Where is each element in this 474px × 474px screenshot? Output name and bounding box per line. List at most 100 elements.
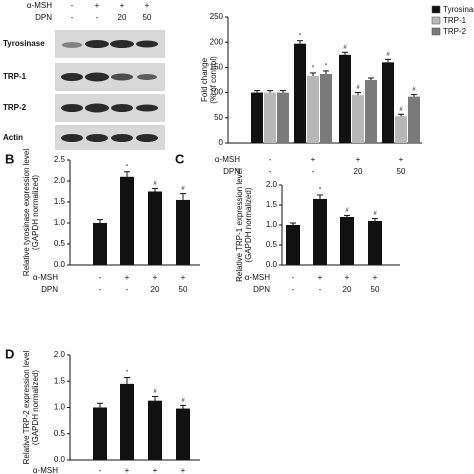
significance-marker: #: [412, 87, 416, 93]
x-row-label: 50: [397, 167, 406, 176]
x-row-label: +: [181, 273, 186, 282]
significance-marker: #: [373, 211, 377, 217]
significance-marker: #: [356, 85, 360, 91]
bar: [320, 73, 332, 143]
bands: [61, 40, 158, 142]
x-row-label: -: [292, 273, 295, 282]
y-tick-label: 2.0: [54, 176, 66, 185]
x-row-label: +: [125, 466, 130, 474]
x-row-label: +: [153, 466, 158, 474]
y-axis-label: Relative tyrosinase expression level: [22, 149, 31, 276]
legend-swatch: [431, 16, 441, 25]
panel-letter: D: [5, 346, 14, 361]
y-axis-label: Relative TRP-2 expression level: [22, 350, 31, 464]
bar: [120, 383, 134, 460]
blot-row-label: TRP-1: [3, 72, 27, 81]
bar: [340, 217, 354, 265]
significance-marker: #: [399, 107, 403, 113]
y-axis-label: (GAPDH normalized): [31, 175, 40, 250]
x-row-label: +: [345, 273, 350, 282]
y-tick-label: 0.0: [54, 260, 66, 269]
condition-label: -: [71, 13, 74, 22]
significance-marker: *: [126, 370, 129, 376]
y-tick-label: 2.5: [54, 155, 66, 164]
bar: [251, 92, 263, 143]
bar: [176, 199, 190, 265]
y-tick-label: 150: [210, 63, 224, 72]
x-row-label: 20: [343, 285, 352, 294]
x-row-name: α-MSH: [245, 273, 270, 282]
y-tick-label: 2.0: [266, 180, 278, 189]
y-tick-label: 0.0: [266, 260, 278, 269]
significance-marker: #: [345, 208, 349, 214]
x-row-name: α-MSH: [33, 466, 58, 474]
bar: [93, 223, 107, 265]
x-row-label: +: [318, 273, 323, 282]
x-row-label: +: [311, 155, 316, 164]
blot-panel: [55, 30, 165, 150]
bar: [313, 199, 327, 265]
blot-row-label: Actin: [3, 133, 23, 142]
legend-label: TRP-2: [443, 27, 467, 36]
x-row-label: -: [319, 285, 322, 294]
x-row-label: +: [373, 273, 378, 282]
bar: [277, 92, 289, 143]
x-row-label: +: [356, 155, 361, 164]
y-tick-label: 0.5: [266, 240, 278, 249]
x-row-label: -: [99, 285, 102, 294]
bar: [368, 221, 382, 265]
x-row-label: 20: [354, 167, 363, 176]
condition-label: 50: [143, 13, 152, 22]
bar: [352, 95, 364, 143]
x-row-label: -: [99, 273, 102, 282]
y-axis-label: (GAPDH normalized): [31, 370, 40, 445]
y-axis-label: (% of control): [209, 56, 218, 104]
x-row-name: α-MSH: [215, 155, 240, 164]
y-tick-label: 1.0: [54, 403, 66, 412]
bar: [148, 400, 162, 460]
condition-label: 20: [118, 13, 127, 22]
bar: [365, 80, 377, 143]
x-row-label: -: [292, 285, 295, 294]
y-tick-label: 1.5: [266, 200, 278, 209]
bar: [120, 176, 134, 265]
condition-name: DPN: [35, 13, 52, 22]
blot-row-label: Tyrosinase: [3, 39, 45, 48]
x-row-label: -: [269, 167, 272, 176]
significance-marker: *: [126, 164, 129, 170]
legend-swatch: [431, 27, 441, 36]
x-row-name: DPN: [41, 285, 58, 294]
y-tick-label: 100: [210, 88, 224, 97]
blot-row-label: TRP-2: [3, 103, 27, 112]
x-row-label: 20: [151, 285, 160, 294]
bar: [264, 92, 276, 143]
bar: [294, 43, 306, 143]
y-tick-label: 0: [219, 138, 224, 147]
significance-marker: #: [343, 45, 347, 51]
condition-label: +: [145, 1, 150, 10]
bar: [286, 225, 300, 265]
y-tick-label: 0.0: [54, 455, 66, 464]
y-tick-label: 50: [214, 113, 223, 122]
y-tick-label: 1.5: [54, 376, 66, 385]
legend-swatch: [431, 5, 441, 14]
condition-label: -: [71, 1, 74, 10]
x-row-label: -: [312, 167, 315, 176]
x-row-label: -: [126, 285, 129, 294]
bar: [148, 191, 162, 265]
condition-name: α-MSH: [27, 1, 52, 10]
y-tick-label: 1.0: [266, 220, 278, 229]
y-tick-label: 200: [210, 37, 224, 46]
bar: [93, 407, 107, 460]
bar: [176, 408, 190, 460]
y-tick-label: 0.5: [54, 429, 66, 438]
x-row-name: DPN: [223, 167, 240, 176]
y-tick-label: 2.0: [54, 350, 66, 359]
x-row-label: -: [269, 155, 272, 164]
panel-letter: B: [5, 151, 14, 166]
x-row-label: +: [153, 273, 158, 282]
x-row-label: +: [125, 273, 130, 282]
panel-letter: C: [175, 151, 185, 166]
bar: [382, 62, 394, 143]
